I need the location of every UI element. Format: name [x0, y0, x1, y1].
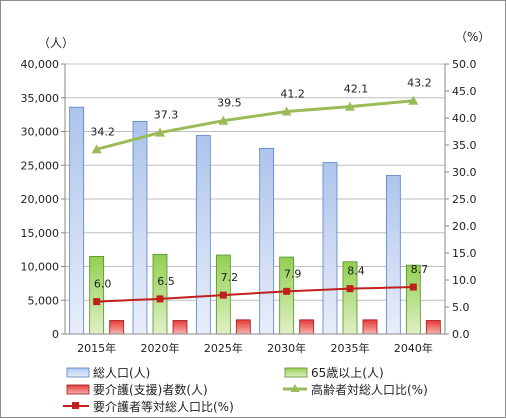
legend-label-aged-65-plus: 65歳以上(人) [311, 366, 384, 380]
point-elderly-ratio [91, 144, 102, 154]
right-tick-label: 35.0 [452, 139, 477, 152]
legend: 総人口(人) 65歳以上(人) 要介護(支援)者数(人) 高齢者対総人口比(%)… [63, 366, 428, 414]
bar-care-recipients [362, 319, 378, 335]
left-tick-label: 30,000 [21, 126, 60, 139]
category-label: 2035年 [331, 341, 370, 355]
bar-total-population [195, 135, 211, 335]
bar-care-recipients [299, 319, 315, 335]
category-label: 2020年 [141, 341, 180, 355]
bar-total-population [259, 147, 275, 335]
right-tick-label: 50.0 [452, 58, 477, 71]
category-label: 2015年 [77, 341, 116, 355]
bar-aged-65-plus [89, 255, 105, 335]
label-elderly-ratio: 41.2 [280, 88, 305, 101]
label-care-ratio: 7.9 [284, 267, 302, 280]
legend-swatch-total-population [66, 367, 90, 378]
right-tick-label: 45.0 [452, 85, 477, 98]
right-tick-label: 0.0 [452, 328, 470, 341]
legend-item-care-recipients: 要介護(支援)者数(人) [66, 382, 208, 397]
right-axis-ticks: 0.0 5.0 10.0 15.0 20.0 25.0 30.0 35.0 40.0 45.0 50… [445, 58, 477, 341]
bar-care-recipients [172, 320, 188, 335]
label-care-ratio: 7.2 [221, 271, 239, 284]
legend-label-care-recipients: 要介護(支援)者数(人) [93, 382, 208, 397]
line-series: 34.2 37.3 39.5 41.2 42.1 43.2 6.0 6.5 7.2 7.9 8.4 8… [90, 77, 432, 306]
label-elderly-ratio: 42.1 [344, 83, 369, 96]
right-tick-label: 20.0 [452, 220, 477, 233]
point-elderly-ratio [218, 115, 229, 125]
label-elderly-ratio: 39.5 [217, 97, 242, 110]
category-label: 2030年 [267, 341, 306, 355]
gridlines [65, 63, 445, 301]
bar-care-recipients [425, 320, 441, 335]
category-label: 2040年 [394, 341, 433, 355]
left-tick-label: 5,000 [28, 294, 60, 307]
label-elderly-ratio: 37.3 [154, 109, 179, 122]
legend-triangle-marker [290, 384, 300, 392]
point-care-ratio [156, 295, 164, 303]
legend-item-elderly-ratio: 高齢者対総人口比(%) [283, 382, 428, 397]
point-care-ratio [409, 283, 417, 291]
right-tick-label: 5.0 [452, 301, 470, 314]
line-elderly-ratio [96, 99, 414, 151]
right-tick-label: 40.0 [452, 112, 477, 125]
point-care-ratio [219, 291, 227, 299]
bar-care-recipients [235, 319, 251, 335]
legend-label-elderly-ratio: 高齢者対総人口比(%) [311, 382, 428, 397]
legend-square-marker [72, 402, 79, 409]
label-elderly-ratio: 43.2 [407, 77, 432, 90]
bar-care-recipients [109, 320, 125, 335]
point-elderly-ratio [155, 127, 165, 137]
point-care-ratio [93, 298, 101, 306]
left-tick-label: 10,000 [21, 261, 60, 274]
label-care-ratio: 8.4 [347, 265, 365, 278]
point-elderly-ratio [345, 101, 355, 111]
legend-item-care-ratio: 要介護者等対総人口比(%) [63, 399, 234, 414]
bar-total-population [69, 106, 85, 335]
point-elderly-ratio [281, 106, 292, 116]
left-tick-label: 0 [52, 328, 59, 341]
right-tick-label: 10.0 [452, 274, 477, 287]
legend-swatch-aged-65-plus [284, 367, 308, 378]
left-axis-ticks: 0 5,000 10,000 15,000 20,000 25,000 30,000 35,0… [21, 58, 65, 341]
right-axis-unit: （%） [455, 30, 490, 44]
legend-label-total-population: 総人口(人) [93, 366, 150, 380]
label-care-ratio: 6.0 [94, 278, 112, 291]
bar-series [69, 106, 441, 335]
point-elderly-ratio [408, 95, 419, 105]
bar-total-population [132, 120, 148, 335]
label-care-ratio: 6.5 [157, 275, 175, 288]
label-elderly-ratio: 34.2 [90, 125, 115, 138]
left-tick-label: 25,000 [21, 159, 60, 172]
left-tick-label: 40,000 [21, 58, 60, 71]
bar-total-population [322, 162, 338, 335]
right-tick-label: 30.0 [452, 166, 477, 179]
bar-total-population [385, 174, 401, 335]
plot-axes [64, 64, 446, 335]
legend-item-total-population: 総人口(人) [66, 366, 150, 380]
category-label: 2025年 [204, 341, 243, 355]
line-care-ratio [96, 286, 414, 303]
category-labels: 2015年 2020年 2025年 2030年 2035年 2040年 [77, 341, 433, 355]
label-care-ratio: 8.7 [411, 263, 429, 276]
left-axis-unit: （人） [38, 36, 74, 50]
point-care-ratio [346, 285, 354, 293]
bar-aged-65-plus [152, 253, 168, 335]
left-tick-label: 15,000 [21, 227, 60, 240]
left-tick-label: 35,000 [21, 92, 60, 105]
legend-swatch-care-recipients [66, 384, 90, 395]
legend-item-aged-65-plus: 65歳以上(人) [284, 366, 384, 380]
legend-label-care-ratio: 要介護者等対総人口比(%) [93, 399, 234, 414]
point-care-ratio [283, 287, 291, 295]
right-tick-label: 15.0 [452, 247, 477, 260]
left-tick-label: 20,000 [21, 193, 60, 206]
right-tick-label: 25.0 [452, 193, 477, 206]
